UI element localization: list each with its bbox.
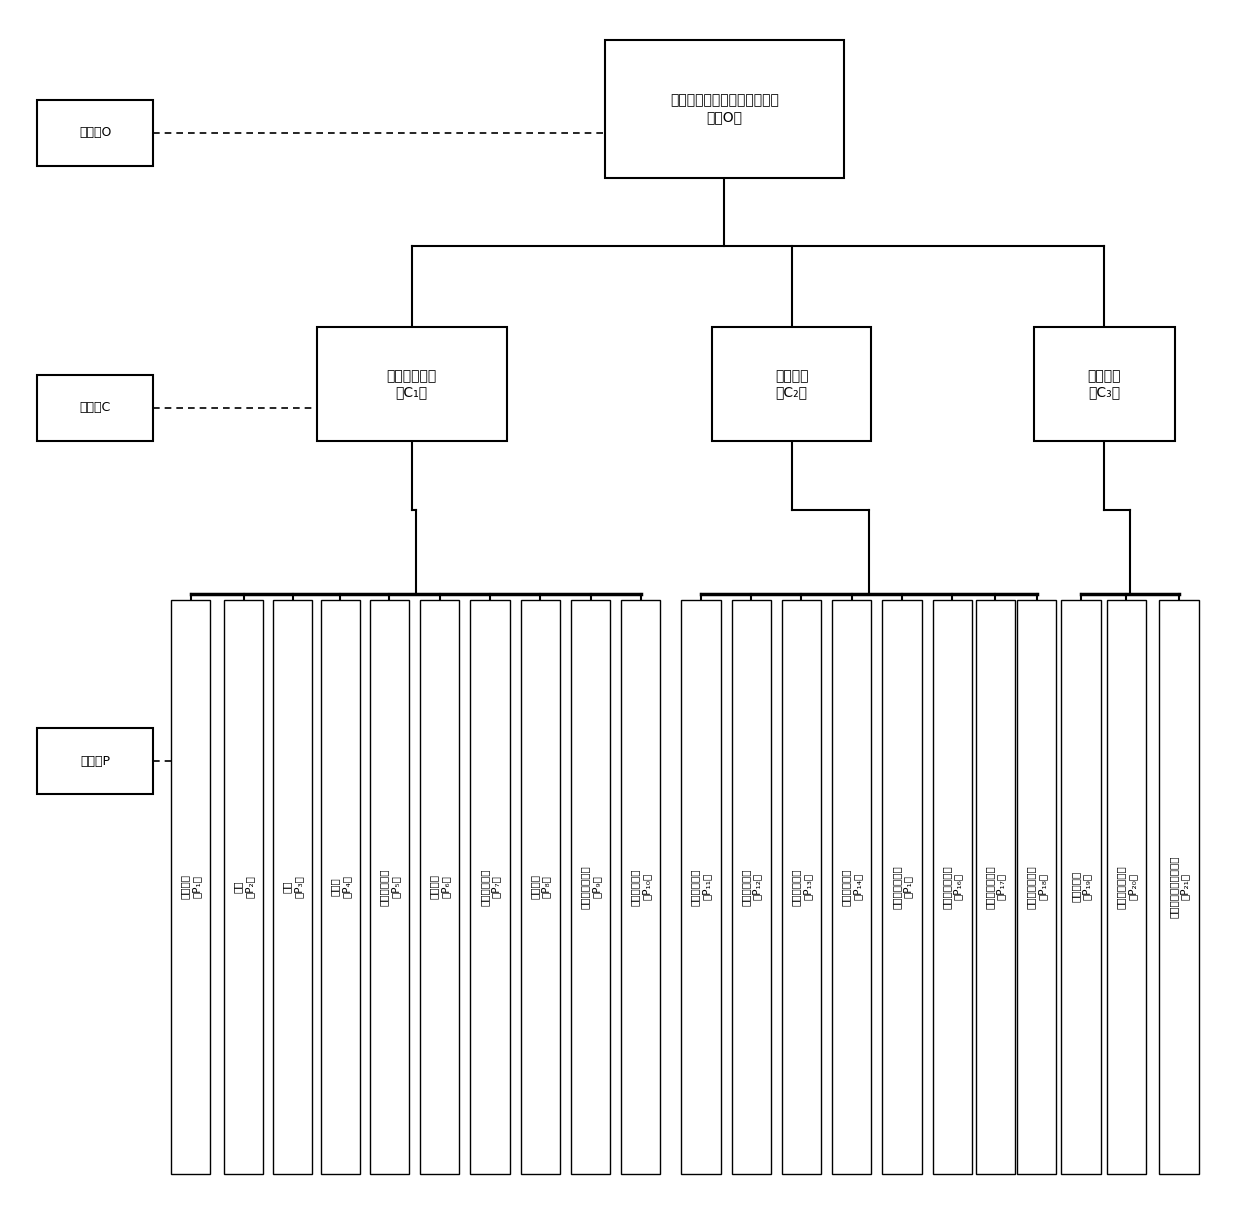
Text: 上游来水水质
（P₁₁）: 上游来水水质 （P₁₁） [691, 868, 712, 906]
Bar [681, 599, 720, 1175]
Text: 流量
（P₃）: 流量 （P₃） [281, 876, 304, 899]
Text: 准则层C: 准则层C [79, 402, 110, 414]
Text: 水文水力因素
（C₁）: 水文水力因素 （C₁） [387, 369, 436, 400]
Text: 河岸植被宽度
（P₁₀）: 河岸植被宽度 （P₁₀） [630, 868, 652, 906]
Bar [470, 599, 510, 1175]
Bar [1159, 599, 1199, 1175]
Bar [883, 599, 921, 1175]
Bar [832, 599, 872, 1175]
Text: 生态护岸比例
（P₇）: 生态护岸比例 （P₇） [479, 868, 501, 906]
Bar [37, 375, 154, 441]
Bar [224, 599, 263, 1175]
Bar [605, 40, 843, 178]
Text: 断面形态
（P₆）: 断面形态 （P₆） [429, 874, 450, 900]
Text: 需求因素
（C₃）: 需求因素 （C₃） [1087, 369, 1121, 400]
Text: 河流弯曲系数
（P₅）: 河流弯曲系数 （P₅） [378, 868, 401, 906]
Bar [37, 99, 154, 166]
Bar [621, 599, 661, 1175]
Text: 底质泥沙指标
（P₁₄）: 底质泥沙指标 （P₁₄） [841, 868, 863, 906]
Bar [420, 599, 459, 1175]
Text: 鱼类多样性
（P₁₉）: 鱼类多样性 （P₁₉） [1070, 871, 1091, 902]
Bar [712, 327, 872, 441]
Text: 水体容积
（P₁）: 水体容积 （P₁） [180, 874, 202, 900]
Bar [37, 728, 154, 794]
Text: 浮游动物多样性
（P₁₈）: 浮游动物多样性 （P₁₈） [1025, 865, 1048, 908]
Bar [1107, 599, 1146, 1175]
Bar [316, 327, 507, 441]
Bar [976, 599, 1014, 1175]
Bar [171, 599, 211, 1175]
Text: 河岸植被覆盖率
（P₉）: 河岸植被覆盖率 （P₉） [580, 865, 601, 908]
Text: 河床基质
（P₈）: 河床基质 （P₈） [529, 874, 551, 900]
Bar [370, 599, 409, 1175]
Text: 目标层O: 目标层O [79, 126, 112, 139]
Text: 浮游植物多样性
（P₁₇）: 浮游植物多样性 （P₁₇） [985, 865, 1006, 908]
Text: 确定城市河道断面水污染物浓
度（O）: 确定城市河道断面水污染物浓 度（O） [670, 93, 779, 124]
Bar [782, 599, 821, 1175]
Text: 水质因素
（C₂）: 水质因素 （C₂） [775, 369, 808, 400]
Text: 底栖动物多样性
（P₂₀）: 底栖动物多样性 （P₂₀） [1116, 865, 1137, 908]
Text: 河段本底水质
（P₁₂）: 河段本底水质 （P₁₂） [740, 868, 763, 906]
Text: 跌水数
（P₄）: 跌水数 （P₄） [330, 876, 351, 899]
Bar [521, 599, 560, 1175]
Text: 指标层P: 指标层P [81, 754, 110, 768]
Text: 流速
（P₂）: 流速 （P₂） [233, 876, 254, 899]
Text: 流域汇水水质
（P₁₃）: 流域汇水水质 （P₁₃） [791, 868, 812, 906]
Bar [1061, 599, 1101, 1175]
Text: 来水空间人均占有面积
（P₂₁）: 来水空间人均占有面积 （P₂₁） [1168, 855, 1190, 918]
Bar [1034, 327, 1174, 441]
Text: 水生植物多样性
（P₁₆）: 水生植物多样性 （P₁₆） [941, 865, 963, 908]
Bar [273, 599, 312, 1175]
Bar [570, 599, 610, 1175]
Bar [1017, 599, 1056, 1175]
Bar [732, 599, 771, 1175]
Text: 污染物降解指标
（P₁）: 污染物降解指标 （P₁） [892, 865, 913, 908]
Bar [932, 599, 972, 1175]
Bar [321, 599, 360, 1175]
